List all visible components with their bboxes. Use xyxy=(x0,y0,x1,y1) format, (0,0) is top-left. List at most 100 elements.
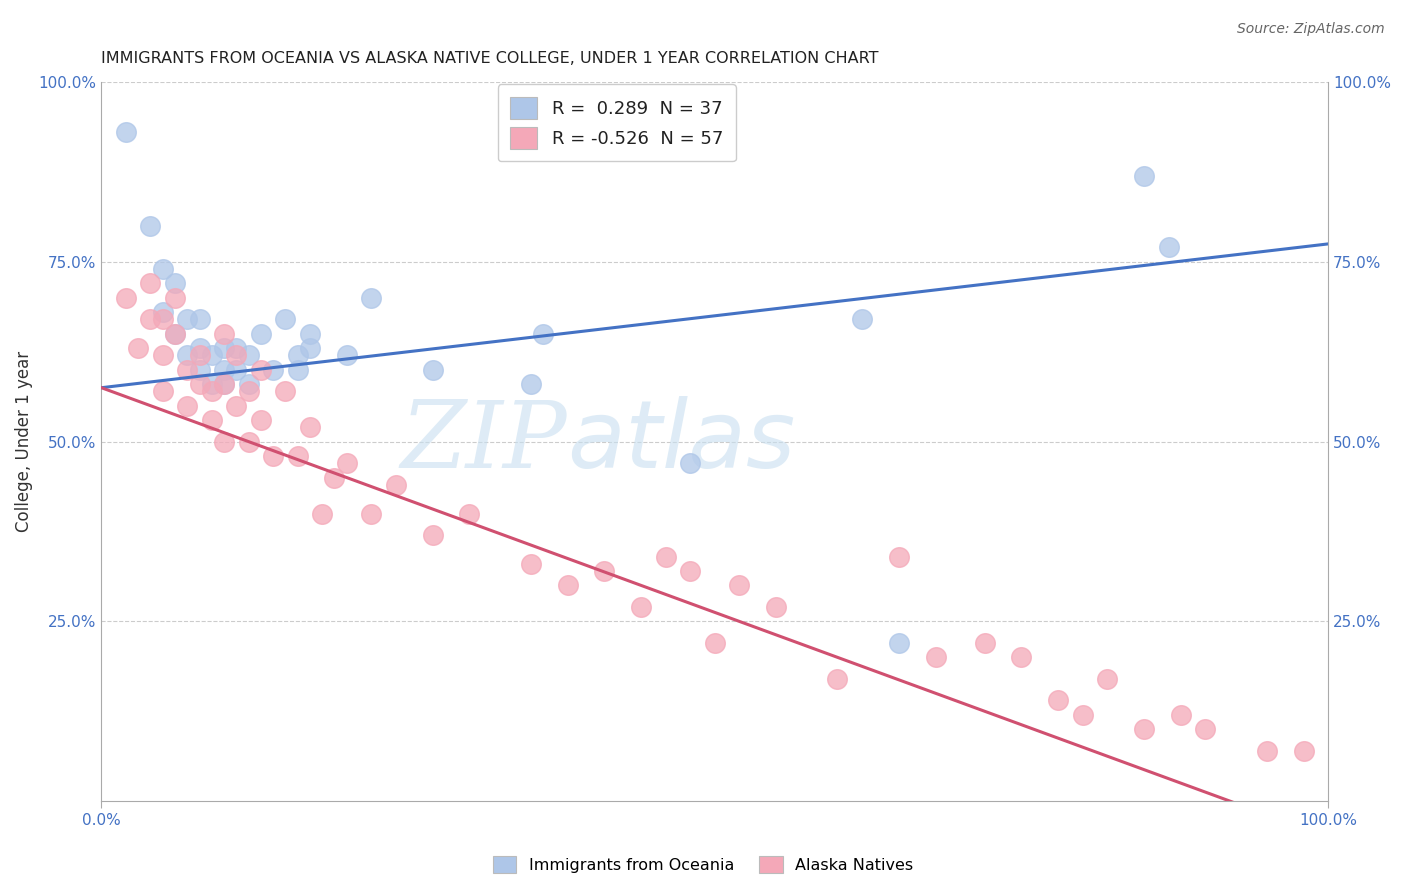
Point xyxy=(287,362,309,376)
Point xyxy=(176,362,198,376)
Point xyxy=(557,578,579,592)
Point xyxy=(188,377,211,392)
Point xyxy=(139,219,162,233)
Point xyxy=(703,636,725,650)
Point xyxy=(115,291,138,305)
Point xyxy=(176,312,198,326)
Point xyxy=(238,384,260,399)
Point xyxy=(225,341,247,355)
Point xyxy=(323,470,346,484)
Point xyxy=(212,377,235,392)
Point xyxy=(851,312,873,326)
Point xyxy=(360,291,382,305)
Point xyxy=(385,477,408,491)
Point xyxy=(225,362,247,376)
Point xyxy=(1292,744,1315,758)
Point xyxy=(728,578,751,592)
Legend: Immigrants from Oceania, Alaska Natives: Immigrants from Oceania, Alaska Natives xyxy=(486,849,920,880)
Point xyxy=(201,377,224,392)
Text: IMMIGRANTS FROM OCEANIA VS ALASKA NATIVE COLLEGE, UNDER 1 YEAR CORRELATION CHART: IMMIGRANTS FROM OCEANIA VS ALASKA NATIVE… xyxy=(101,51,879,66)
Point xyxy=(212,362,235,376)
Point xyxy=(212,434,235,449)
Point xyxy=(1170,707,1192,722)
Point xyxy=(163,277,186,291)
Point xyxy=(520,377,543,392)
Text: atlas: atlas xyxy=(568,396,796,487)
Point xyxy=(593,564,616,578)
Point xyxy=(630,599,652,614)
Point xyxy=(139,277,162,291)
Point xyxy=(531,326,554,341)
Point xyxy=(298,341,321,355)
Point xyxy=(765,599,787,614)
Point xyxy=(188,362,211,376)
Point xyxy=(654,549,676,564)
Point xyxy=(262,449,284,463)
Point xyxy=(287,348,309,362)
Text: Source: ZipAtlas.com: Source: ZipAtlas.com xyxy=(1237,22,1385,37)
Point xyxy=(887,549,910,564)
Point xyxy=(679,456,702,470)
Point xyxy=(458,507,481,521)
Point xyxy=(287,449,309,463)
Point xyxy=(250,413,273,427)
Text: ZIP: ZIP xyxy=(401,397,568,487)
Point xyxy=(520,557,543,571)
Point xyxy=(238,434,260,449)
Point xyxy=(887,636,910,650)
Point xyxy=(212,377,235,392)
Point xyxy=(924,650,946,665)
Point xyxy=(274,312,297,326)
Point xyxy=(1071,707,1094,722)
Point xyxy=(139,312,162,326)
Point xyxy=(1133,723,1156,737)
Point xyxy=(188,312,211,326)
Point xyxy=(1157,240,1180,254)
Point xyxy=(201,384,224,399)
Point xyxy=(1097,672,1119,686)
Y-axis label: College, Under 1 year: College, Under 1 year xyxy=(15,351,32,533)
Point xyxy=(1256,744,1278,758)
Point xyxy=(973,636,995,650)
Point xyxy=(152,262,174,277)
Point xyxy=(163,291,186,305)
Point xyxy=(176,348,198,362)
Point xyxy=(212,326,235,341)
Point xyxy=(201,348,224,362)
Point xyxy=(250,326,273,341)
Point xyxy=(1133,169,1156,183)
Point xyxy=(238,348,260,362)
Point xyxy=(1010,650,1032,665)
Point xyxy=(152,312,174,326)
Point xyxy=(274,384,297,399)
Point xyxy=(152,384,174,399)
Point xyxy=(250,362,273,376)
Point xyxy=(212,341,235,355)
Point xyxy=(422,528,444,542)
Legend: R =  0.289  N = 37, R = -0.526  N = 57: R = 0.289 N = 37, R = -0.526 N = 57 xyxy=(498,84,735,161)
Point xyxy=(163,326,186,341)
Point xyxy=(225,348,247,362)
Point xyxy=(1194,723,1216,737)
Point xyxy=(1047,693,1070,707)
Point xyxy=(152,305,174,319)
Point xyxy=(336,456,359,470)
Point xyxy=(188,348,211,362)
Point xyxy=(360,507,382,521)
Point xyxy=(679,564,702,578)
Point xyxy=(127,341,149,355)
Point xyxy=(115,125,138,139)
Point xyxy=(176,399,198,413)
Point xyxy=(298,420,321,434)
Point xyxy=(152,348,174,362)
Point xyxy=(225,399,247,413)
Point xyxy=(311,507,333,521)
Point xyxy=(188,341,211,355)
Point xyxy=(298,326,321,341)
Point xyxy=(336,348,359,362)
Point xyxy=(422,362,444,376)
Point xyxy=(201,413,224,427)
Point xyxy=(262,362,284,376)
Point xyxy=(827,672,849,686)
Point xyxy=(163,326,186,341)
